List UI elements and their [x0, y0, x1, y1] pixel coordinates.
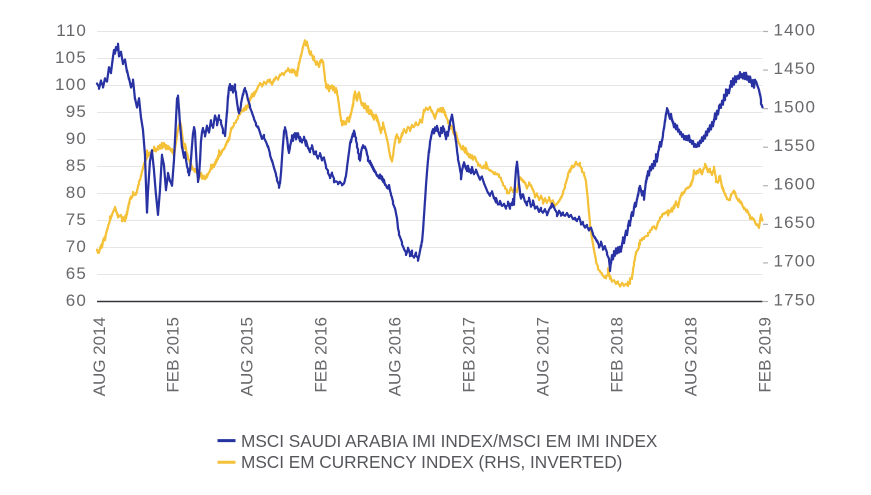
svg-text:85: 85: [66, 156, 87, 175]
svg-text:FEB 2018: FEB 2018: [607, 317, 626, 393]
svg-text:70: 70: [66, 237, 87, 256]
svg-text:MSCI EM CURRENCY INDEX (RHS, I: MSCI EM CURRENCY INDEX (RHS, INVERTED): [241, 452, 622, 472]
svg-text:90: 90: [66, 129, 87, 148]
svg-text:75: 75: [66, 210, 87, 229]
svg-text:1600: 1600: [774, 175, 817, 194]
svg-text:60: 60: [66, 291, 87, 310]
svg-text:1650: 1650: [774, 213, 817, 232]
svg-text:1550: 1550: [774, 136, 817, 155]
svg-text:1500: 1500: [774, 97, 817, 116]
svg-text:110: 110: [56, 21, 87, 40]
svg-text:65: 65: [66, 264, 87, 283]
svg-text:FEB 2015: FEB 2015: [164, 317, 183, 393]
svg-text:1750: 1750: [774, 290, 817, 309]
svg-text:1400: 1400: [774, 20, 817, 39]
svg-text:AUG 2018: AUG 2018: [681, 317, 700, 396]
svg-text:AUG 2016: AUG 2016: [386, 317, 405, 396]
svg-text:FEB 2016: FEB 2016: [311, 317, 330, 393]
svg-text:AUG 2014: AUG 2014: [90, 317, 109, 396]
svg-text:AUG 2015: AUG 2015: [238, 317, 257, 396]
svg-text:80: 80: [66, 183, 87, 202]
svg-text:MSCI SAUDI ARABIA IMI INDEX/MS: MSCI SAUDI ARABIA IMI INDEX/MSCI EM IMI …: [241, 431, 658, 451]
svg-text:95: 95: [66, 102, 87, 121]
svg-text:FEB 2017: FEB 2017: [459, 317, 478, 393]
svg-text:100: 100: [55, 75, 87, 94]
svg-text:1450: 1450: [774, 59, 817, 78]
svg-text:1700: 1700: [774, 252, 817, 271]
svg-text:105: 105: [55, 48, 87, 67]
svg-text:FEB 2019: FEB 2019: [755, 317, 774, 393]
svg-text:AUG 2017: AUG 2017: [533, 317, 552, 396]
